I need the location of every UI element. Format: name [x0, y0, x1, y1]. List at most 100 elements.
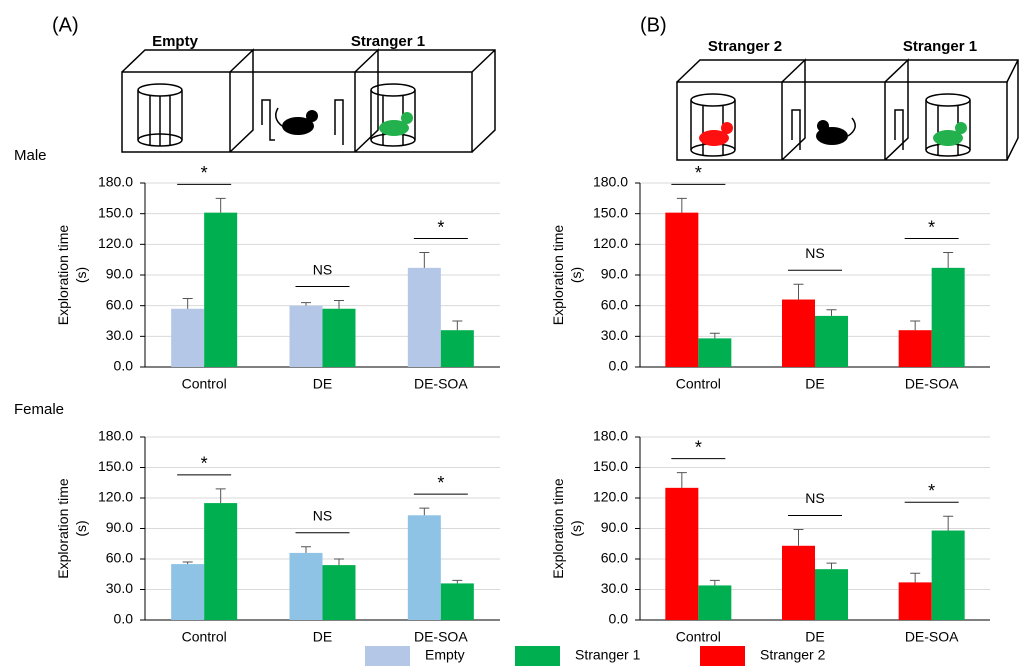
y-tick-label: 60.0 — [106, 296, 133, 312]
x-tick-label: DE-SOA — [414, 629, 468, 645]
bar — [171, 564, 204, 620]
y-axis-label-line: Exploration time — [550, 225, 566, 326]
bar — [899, 582, 932, 620]
error-bar — [794, 284, 804, 299]
row-label: Female — [14, 401, 64, 418]
y-tick-label: 30.0 — [106, 580, 133, 596]
significance-label: * — [928, 481, 935, 501]
bar — [782, 300, 815, 367]
x-tick-label: DE — [805, 376, 824, 392]
x-tick-label: DE-SOA — [414, 376, 468, 392]
bar — [665, 213, 698, 367]
bar — [204, 213, 237, 367]
error-bar — [794, 530, 804, 546]
illustration — [677, 60, 1018, 160]
error-bar — [452, 321, 462, 330]
y-axis-label-line: (s) — [73, 520, 89, 536]
legend-label: Stranger 1 — [575, 647, 641, 663]
legend-swatch — [365, 646, 410, 666]
bar — [408, 515, 441, 620]
y-axis-label-line: Exploration time — [55, 225, 71, 326]
legend-swatch — [700, 646, 745, 666]
bar — [408, 268, 441, 367]
error-bar — [334, 559, 344, 565]
significance-label: * — [928, 217, 935, 237]
y-tick-label: 120.0 — [98, 489, 133, 505]
bar — [204, 503, 237, 620]
y-tick-label: 30.0 — [601, 327, 628, 343]
y-tick-label: 180.0 — [98, 174, 133, 190]
figure: (A) (B) Male Female Empty Stranger 1 Str… — [0, 0, 1021, 666]
error-bar — [419, 508, 429, 515]
y-axis-label: Exploration time(s) — [55, 478, 89, 579]
x-tick-label: Control — [182, 376, 227, 392]
page: (A) (B) Male Female Empty Stranger 1 Str… — [0, 0, 1021, 666]
illustration — [122, 50, 495, 152]
bar — [290, 306, 323, 367]
y-tick-label: 120.0 — [593, 235, 628, 251]
significance-label: * — [437, 217, 444, 237]
y-tick-label: 180.0 — [593, 428, 628, 444]
bar — [323, 565, 356, 620]
bar — [782, 546, 815, 620]
illustration-label: Stranger 1 — [903, 38, 977, 55]
illustration-label: Empty — [152, 33, 199, 50]
bar — [171, 309, 204, 367]
illustration-label: Stranger 1 — [351, 33, 425, 50]
error-bar — [910, 573, 920, 582]
x-tick-label: Control — [676, 629, 721, 645]
y-tick-label: 90.0 — [106, 266, 133, 282]
error-bar — [301, 547, 311, 553]
error-bar — [710, 333, 720, 338]
significance-label: NS — [805, 245, 824, 261]
y-tick-label: 180.0 — [98, 428, 133, 444]
legend-label: Stranger 2 — [760, 647, 826, 663]
y-tick-label: 180.0 — [593, 174, 628, 190]
y-tick-label: 0.0 — [609, 358, 629, 374]
x-tick-label: Control — [676, 376, 721, 392]
legend-label: Empty — [425, 647, 465, 663]
y-tick-label: 150.0 — [593, 204, 628, 220]
bar — [290, 553, 323, 620]
error-bar — [452, 580, 462, 583]
y-tick-label: 150.0 — [98, 458, 133, 474]
y-tick-label: 120.0 — [98, 235, 133, 251]
y-tick-label: 90.0 — [106, 519, 133, 535]
bar — [899, 330, 932, 367]
y-tick-label: 60.0 — [106, 550, 133, 566]
y-tick-label: 90.0 — [601, 519, 628, 535]
error-bar — [943, 253, 953, 268]
y-tick-label: 30.0 — [601, 580, 628, 596]
x-tick-label: DE — [313, 629, 332, 645]
error-bar — [710, 580, 720, 585]
bar — [815, 316, 848, 367]
y-axis-label-line: (s) — [73, 267, 89, 283]
error-bar — [419, 253, 429, 268]
y-axis-label: Exploration time(s) — [550, 225, 584, 326]
legend-swatch — [515, 646, 560, 666]
y-axis-label: Exploration time(s) — [550, 478, 584, 579]
y-tick-label: 150.0 — [98, 204, 133, 220]
y-axis-label-line: Exploration time — [550, 478, 566, 579]
y-tick-label: 60.0 — [601, 550, 628, 566]
error-bar — [910, 321, 920, 330]
x-tick-label: DE-SOA — [905, 376, 959, 392]
y-axis-label: Exploration time(s) — [55, 225, 89, 326]
significance-label: * — [695, 163, 702, 183]
panel-label: (B) — [640, 14, 667, 36]
significance-label: * — [695, 437, 702, 457]
y-tick-label: 0.0 — [609, 611, 629, 627]
y-tick-label: 150.0 — [593, 458, 628, 474]
bar — [698, 585, 731, 620]
error-bar — [334, 301, 344, 309]
bar — [698, 338, 731, 367]
bar — [323, 309, 356, 367]
significance-label: * — [437, 473, 444, 493]
y-tick-label: 0.0 — [114, 611, 134, 627]
y-tick-label: 90.0 — [601, 266, 628, 282]
bar — [932, 531, 965, 620]
error-bar — [183, 299, 193, 309]
y-tick-label: 0.0 — [114, 358, 134, 374]
significance-label: * — [201, 163, 208, 183]
error-bar — [677, 198, 687, 212]
